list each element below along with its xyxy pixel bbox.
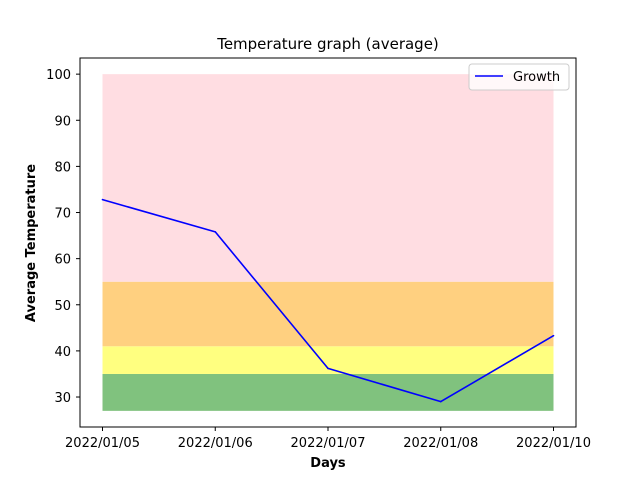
data-point [327, 367, 329, 370]
x-tick-label: 2022/01/10 [516, 436, 591, 451]
data-point [552, 334, 555, 337]
x-tick-label: 2022/01/05 [65, 436, 140, 451]
bands-layer [102, 74, 554, 411]
series-layer [101, 198, 555, 403]
band-3 [102, 74, 554, 282]
legend: Growth [468, 63, 570, 91]
data-point [214, 231, 217, 233]
chart-title: Temperature graph (average) [216, 35, 439, 53]
y-tick-label: 60 [54, 253, 71, 268]
x-tick-label: 2022/01/06 [178, 436, 253, 451]
band-0 [102, 373, 554, 411]
y-axis-label: Average Temperature [24, 164, 39, 322]
data-point [101, 198, 104, 201]
band-2 [102, 281, 554, 347]
legend-box [468, 63, 570, 91]
y-tick-label: 30 [54, 391, 71, 406]
x-axis: 2022/01/05 2022/01/06 2022/01/07 2022/01/08… [65, 427, 591, 451]
y-tick-label: 70 [54, 207, 71, 222]
band-1 [102, 346, 554, 374]
data-point [439, 400, 442, 403]
y-tick-label: 40 [54, 345, 71, 360]
y-axis: 30 40 50 60 70 80 90 100 [46, 68, 80, 406]
legend-label-growth: Growth [513, 70, 560, 85]
y-tick-label: 100 [46, 68, 71, 83]
x-axis-label: Days [310, 456, 346, 471]
y-tick-label: 90 [54, 114, 71, 129]
x-tick-label: 2022/01/08 [403, 436, 478, 451]
x-tick-label: 2022/01/07 [291, 436, 366, 451]
y-tick-label: 80 [54, 160, 71, 175]
y-tick-label: 50 [54, 299, 71, 314]
